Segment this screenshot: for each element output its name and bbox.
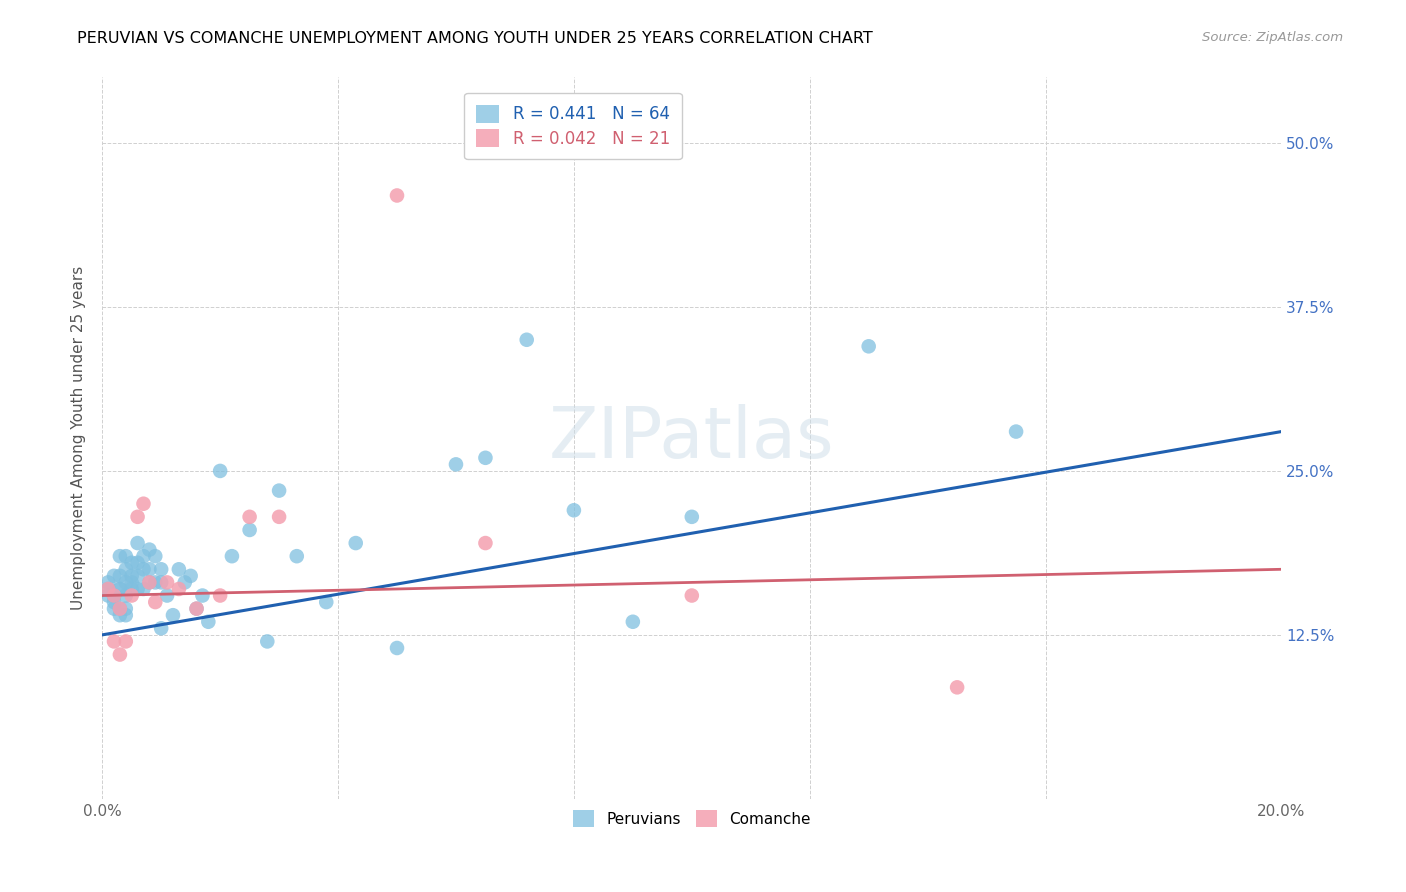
Point xyxy=(132,549,155,564)
Point xyxy=(108,582,131,596)
Point xyxy=(138,542,160,557)
Point xyxy=(239,523,262,537)
Point xyxy=(167,582,190,596)
Point xyxy=(127,556,149,570)
Point xyxy=(444,458,467,472)
Point xyxy=(97,575,120,590)
Point xyxy=(681,589,703,603)
Point xyxy=(516,333,538,347)
Point xyxy=(103,589,125,603)
Point xyxy=(344,536,367,550)
Point xyxy=(197,615,219,629)
Point xyxy=(127,509,149,524)
Point xyxy=(121,582,143,596)
Point xyxy=(132,497,155,511)
Point xyxy=(108,601,131,615)
Point xyxy=(143,549,166,564)
Point xyxy=(315,595,337,609)
Y-axis label: Unemployment Among Youth under 25 years: Unemployment Among Youth under 25 years xyxy=(72,266,86,610)
Point xyxy=(385,640,408,655)
Point xyxy=(946,681,969,695)
Point xyxy=(858,339,880,353)
Point xyxy=(114,575,136,590)
Point xyxy=(121,556,143,570)
Point xyxy=(138,562,160,576)
Point xyxy=(108,582,131,596)
Point xyxy=(162,608,184,623)
Point xyxy=(132,582,155,596)
Point xyxy=(221,549,243,564)
Point xyxy=(180,569,202,583)
Point xyxy=(562,503,585,517)
Point xyxy=(138,575,160,590)
Point xyxy=(97,582,120,596)
Point xyxy=(150,562,173,576)
Point xyxy=(173,575,195,590)
Point xyxy=(156,589,179,603)
Point xyxy=(681,509,703,524)
Point xyxy=(103,634,125,648)
Point xyxy=(127,582,149,596)
Point xyxy=(209,464,232,478)
Point xyxy=(186,601,208,615)
Point xyxy=(121,589,143,603)
Point xyxy=(127,536,149,550)
Legend: Peruvians, Comanche: Peruvians, Comanche xyxy=(565,803,818,835)
Point xyxy=(114,589,136,603)
Point xyxy=(103,595,125,609)
Point xyxy=(108,601,131,615)
Point xyxy=(114,634,136,648)
Point xyxy=(132,562,155,576)
Point xyxy=(143,595,166,609)
Point xyxy=(127,569,149,583)
Point xyxy=(191,589,214,603)
Point xyxy=(267,509,290,524)
Point xyxy=(138,575,160,590)
Point xyxy=(121,575,143,590)
Point xyxy=(167,562,190,576)
Point xyxy=(143,575,166,590)
Point xyxy=(114,549,136,564)
Point xyxy=(285,549,308,564)
Point xyxy=(186,601,208,615)
Point xyxy=(114,601,136,615)
Point xyxy=(103,569,125,583)
Point xyxy=(97,582,120,596)
Point xyxy=(97,589,120,603)
Point xyxy=(256,634,278,648)
Point xyxy=(108,549,131,564)
Point xyxy=(150,621,173,635)
Point xyxy=(150,575,173,590)
Text: PERUVIAN VS COMANCHE UNEMPLOYMENT AMONG YOUTH UNDER 25 YEARS CORRELATION CHART: PERUVIAN VS COMANCHE UNEMPLOYMENT AMONG … xyxy=(77,31,873,46)
Point xyxy=(103,601,125,615)
Point xyxy=(239,509,262,524)
Point xyxy=(103,589,125,603)
Point xyxy=(385,188,408,202)
Text: ZIPatlas: ZIPatlas xyxy=(548,404,835,473)
Point xyxy=(209,589,232,603)
Point xyxy=(114,562,136,576)
Point xyxy=(108,608,131,623)
Point xyxy=(156,575,179,590)
Point xyxy=(267,483,290,498)
Point xyxy=(474,536,496,550)
Point xyxy=(1005,425,1028,439)
Point xyxy=(114,608,136,623)
Point xyxy=(121,569,143,583)
Point xyxy=(108,569,131,583)
Text: Source: ZipAtlas.com: Source: ZipAtlas.com xyxy=(1202,31,1343,45)
Point xyxy=(108,648,131,662)
Point xyxy=(474,450,496,465)
Point xyxy=(621,615,644,629)
Point xyxy=(103,589,125,603)
